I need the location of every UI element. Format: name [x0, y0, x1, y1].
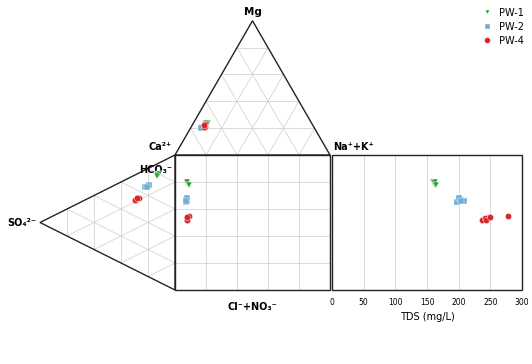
Bar [332, 155, 522, 290]
Text: 100: 100 [388, 298, 403, 307]
Text: HCO₃⁻: HCO₃⁻ [139, 165, 172, 175]
Text: Cl⁻+NO₃⁻: Cl⁻+NO₃⁻ [228, 302, 277, 312]
Text: 200: 200 [452, 298, 466, 307]
Text: SO₄²⁻: SO₄²⁻ [7, 218, 36, 228]
Text: TDS (mg/L): TDS (mg/L) [400, 312, 454, 322]
Text: 250: 250 [483, 298, 497, 307]
Text: 300: 300 [514, 298, 529, 307]
Text: 50: 50 [359, 298, 369, 307]
Text: 150: 150 [420, 298, 434, 307]
Bar [175, 155, 330, 290]
Text: Ca²⁺: Ca²⁺ [149, 142, 172, 152]
Text: 0: 0 [329, 298, 335, 307]
Legend: PW-1, PW-2, PW-4: PW-1, PW-2, PW-4 [474, 5, 527, 48]
Text: Mg: Mg [244, 7, 261, 17]
Text: Na⁺+K⁺: Na⁺+K⁺ [333, 142, 374, 152]
